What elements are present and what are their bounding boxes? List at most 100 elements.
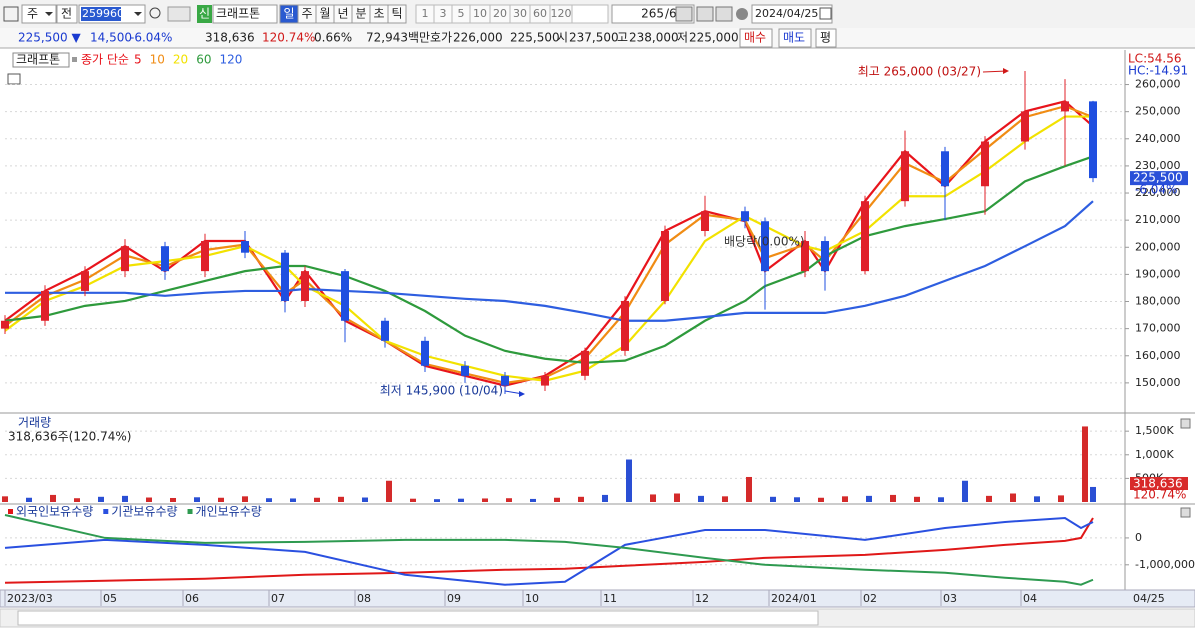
turnover: 0.66%	[314, 31, 352, 45]
period: 틱	[391, 7, 402, 21]
series-line	[4, 517, 1094, 584]
x-last-label: 04/25	[1133, 592, 1165, 605]
code-selection	[81, 7, 121, 21]
date-box[interactable]	[751, 4, 833, 24]
candle-body	[81, 271, 89, 291]
x-tick-label: 11	[603, 592, 617, 605]
volume-bar	[26, 497, 32, 502]
prev-button[interactable]	[56, 4, 78, 24]
x-tick-label: 09	[447, 592, 461, 605]
legend-label: 기관보유수량	[111, 505, 177, 519]
volume-bar	[674, 493, 680, 502]
y-tick-label: 200,000	[1135, 240, 1181, 253]
amount: 72,943백만	[366, 31, 430, 45]
candle-body	[41, 290, 49, 321]
blank-input[interactable]	[571, 4, 609, 24]
candle-body	[901, 151, 909, 202]
x-tick-label: 03	[943, 592, 957, 605]
search-icon[interactable]	[149, 7, 161, 19]
high-label: 고	[617, 31, 628, 45]
scroll-track[interactable]	[17, 610, 819, 626]
change: 14,500	[90, 31, 132, 45]
legend-swatch	[103, 509, 109, 514]
sell[interactable]: 매도	[783, 31, 805, 45]
volume-bar	[146, 497, 152, 502]
volume-bar	[362, 497, 368, 502]
volume-bar	[1034, 496, 1040, 502]
table-icon[interactable]	[7, 73, 21, 85]
high: 238,000	[629, 31, 679, 45]
candle-body	[1021, 111, 1029, 142]
volume-bar	[194, 497, 200, 502]
panel-title: 거래량	[18, 416, 51, 430]
legend-label: 개인보유수량	[196, 505, 262, 519]
volume-bar	[866, 495, 872, 502]
settings-icon[interactable]	[736, 8, 748, 20]
buy[interactable]: 매수	[744, 31, 766, 45]
volume-tag	[1130, 477, 1188, 490]
annotation: 최고 265,000 (03/27)	[858, 64, 981, 78]
menu-icon[interactable]	[3, 6, 19, 22]
period: 일	[283, 7, 294, 21]
volume-bar	[626, 459, 632, 502]
candle-body	[661, 231, 669, 301]
candle-body	[541, 375, 549, 386]
volume-bar	[50, 494, 56, 502]
series-line	[4, 105, 1094, 384]
x-tick-label: 12	[695, 592, 709, 605]
panel-close[interactable]	[1180, 507, 1191, 518]
low: 225,000	[689, 31, 739, 45]
indicator: LC:54.56	[1128, 52, 1181, 66]
period: 년	[337, 7, 348, 21]
bid-label: 호가	[430, 31, 452, 45]
volume-bar	[458, 498, 464, 502]
y-tick-label: 170,000	[1135, 322, 1181, 335]
candle-body	[801, 241, 809, 272]
count-box[interactable]	[611, 4, 695, 24]
volume-bar	[338, 496, 344, 502]
y-tick-label: 190,000	[1135, 267, 1181, 280]
interval-button[interactable]	[549, 4, 573, 24]
volume-bar	[530, 498, 536, 502]
price: 225,500 ▼	[18, 31, 81, 45]
y-tick-label: 210,000	[1135, 213, 1181, 226]
candle-body	[341, 271, 349, 321]
volume-bar	[650, 494, 656, 502]
badge-box	[197, 5, 212, 23]
name-box	[212, 4, 278, 24]
annotation: 최저 145,900 (10/04)	[380, 383, 503, 397]
x-tick-label: 10	[525, 592, 539, 605]
volume-tag-label: 318,636	[1133, 477, 1183, 491]
volume-bar	[506, 498, 512, 502]
market-select[interactable]	[21, 4, 57, 24]
eval-button[interactable]	[815, 28, 837, 48]
sound-icon[interactable]	[167, 6, 191, 22]
x-tick-label: 05	[103, 592, 117, 605]
y-tick-label: 260,000	[1135, 78, 1181, 91]
low-label: 저	[677, 31, 688, 45]
candle-body	[981, 141, 989, 187]
calendar-icon[interactable]	[819, 7, 832, 20]
save-icon[interactable]	[715, 6, 733, 22]
volume-bar	[74, 498, 80, 502]
y-tick-label: 230,000	[1135, 159, 1181, 172]
volume-bar	[266, 498, 272, 502]
buy-button[interactable]	[739, 28, 773, 48]
candle-body	[861, 201, 869, 272]
x-tick-label: 2023/03	[7, 592, 53, 605]
candle-body	[161, 246, 169, 272]
panel-close[interactable]	[1180, 418, 1191, 429]
y-tick-label: 1,500K	[1135, 424, 1174, 437]
tool-icon[interactable]	[675, 6, 693, 22]
volume-bar	[290, 498, 296, 502]
tool-icon[interactable]	[696, 6, 714, 22]
volume-bar	[554, 497, 560, 502]
volume-tag-ratio: 120.74%	[1133, 488, 1186, 502]
volume-bar	[482, 498, 488, 502]
eval: 평	[820, 31, 831, 45]
candle-body	[1, 320, 9, 329]
y-tick-label: 220,000	[1135, 186, 1181, 199]
sell-button[interactable]	[778, 28, 812, 48]
period-button[interactable]	[387, 4, 407, 24]
